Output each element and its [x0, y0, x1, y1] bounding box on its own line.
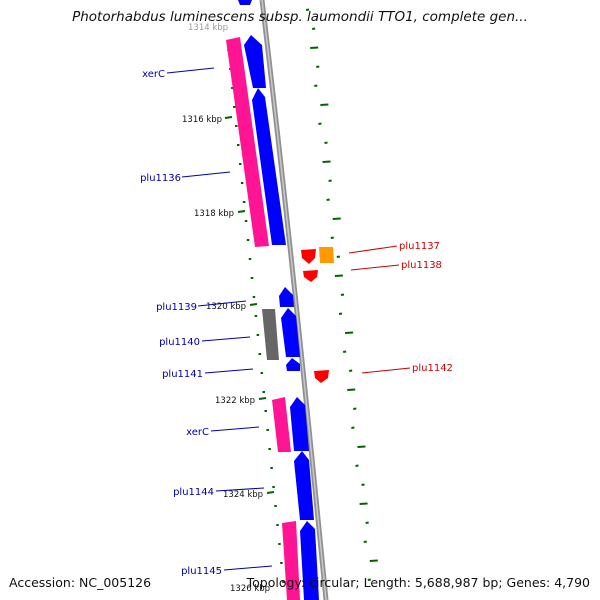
- cds-forward-plu1136[interactable]: [252, 88, 286, 245]
- gene-label-plu1137[interactable]: plu1137: [399, 241, 440, 252]
- cds-forward-plu1141[interactable]: [286, 358, 300, 371]
- cds-forward-xerC-2[interactable]: [290, 397, 309, 451]
- gene-label-plu1142[interactable]: plu1142: [412, 363, 453, 374]
- gc-tick: [318, 122, 322, 125]
- gene-label-xerC[interactable]: xerC: [142, 69, 165, 80]
- gc-tick: [310, 46, 319, 49]
- gene-label-plu1138[interactable]: plu1138: [401, 260, 442, 271]
- feature-plu1142[interactable]: [314, 370, 329, 383]
- gc-tick: [367, 578, 371, 581]
- genome-summary-text: Topology: circular; Length: 5,688,987 bp…: [246, 575, 590, 590]
- cds-reverse-xerC-2[interactable]: [272, 397, 291, 452]
- gene-label-plu1140[interactable]: plu1140: [159, 337, 200, 348]
- gc-tick: [355, 464, 359, 467]
- cds-forward-plu1139[interactable]: [279, 287, 294, 307]
- feature-plu1137-red[interactable]: [301, 249, 316, 264]
- gc-tick: [326, 198, 330, 201]
- gc-tick: [330, 236, 334, 239]
- pseudo-plu1140[interactable]: [262, 309, 279, 360]
- gc-tick: [305, 8, 310, 11]
- right-label-leaders: [348, 245, 411, 374]
- gene-label-plu1136[interactable]: plu1136: [140, 173, 181, 184]
- scale-label-1318: 1318 kbp: [194, 209, 234, 219]
- gc-tick: [324, 141, 328, 144]
- genome-backbone-highlight: [261, 0, 327, 600]
- gc-tick: [345, 331, 354, 334]
- gc-tick: [334, 274, 343, 277]
- scale-label-1322: 1322 kbp: [215, 396, 255, 406]
- gc-tick: [363, 540, 367, 543]
- accession-text: Accession: NC_005126: [9, 575, 152, 590]
- scale-label-1326: 1326 kbp: [230, 584, 270, 594]
- feature-plu1137-orange[interactable]: [319, 247, 334, 263]
- scale-label-1314: 1314 kbp: [188, 23, 228, 33]
- gc-tick: [332, 217, 341, 220]
- scale-label-1324: 1324 kbp: [223, 490, 263, 500]
- gc-tick: [328, 179, 332, 182]
- gc-tick: [353, 407, 357, 410]
- map-title: Photorhabdus luminescens subsp. laumondi…: [72, 9, 528, 25]
- cds-reverse-xerC-1[interactable]: [226, 37, 269, 247]
- gc-tick: [322, 160, 331, 163]
- gc-content-track: [305, 8, 378, 581]
- cds-forward-plu1145[interactable]: [300, 521, 319, 600]
- genome-backbone: [259, 0, 329, 600]
- gc-tick: [314, 84, 318, 87]
- gc-tick: [311, 27, 316, 30]
- gc-tick: [357, 445, 366, 448]
- gc-tick: [365, 521, 369, 524]
- gc-tick: [342, 350, 347, 353]
- cds-forward-plu1140[interactable]: [281, 308, 300, 357]
- cds-forward-plu1144[interactable]: [294, 451, 314, 520]
- scale-label-1316: 1316 kbp: [182, 115, 222, 125]
- gene-label-plu1141[interactable]: plu1141: [162, 369, 203, 380]
- gc-tick: [369, 559, 378, 562]
- gc-skew-track: [227, 49, 285, 583]
- gc-tick: [361, 483, 365, 486]
- gc-tick: [340, 293, 345, 296]
- gene-label-xerC-2[interactable]: xerC: [186, 427, 209, 438]
- gc-tick: [359, 502, 368, 505]
- feature-plu1138[interactable]: [303, 270, 318, 282]
- gc-tick: [338, 312, 343, 315]
- left-label-leaders: [166, 67, 273, 571]
- scale-label-1320: 1320 kbp: [206, 302, 246, 312]
- scale-ticks: [224, 116, 275, 494]
- gene-label-plu1145[interactable]: plu1145: [181, 566, 222, 577]
- gc-tick: [316, 65, 320, 68]
- gene-label-plu1139[interactable]: plu1139: [156, 302, 197, 313]
- cds-reverse-plu1145[interactable]: [282, 521, 300, 600]
- gc-tick: [347, 388, 356, 391]
- gc-tick: [351, 426, 355, 429]
- gc-tick: [336, 255, 341, 258]
- cds-forward-xerC[interactable]: [244, 35, 266, 88]
- gene-label-plu1144[interactable]: plu1144: [173, 487, 214, 498]
- cds-forward-top[interactable]: [238, 0, 252, 5]
- gc-tick: [349, 369, 353, 372]
- gc-tick: [320, 103, 329, 106]
